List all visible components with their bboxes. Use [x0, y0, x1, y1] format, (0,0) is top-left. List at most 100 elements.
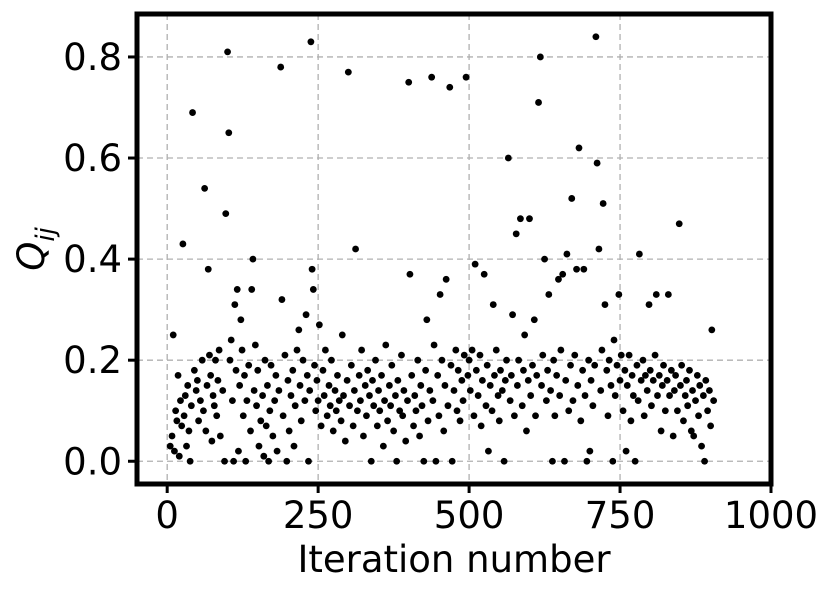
- data-point: [179, 240, 187, 248]
- data-point: [667, 366, 675, 374]
- data-point: [551, 412, 559, 420]
- data-point: [601, 301, 609, 308]
- data-point: [634, 397, 642, 405]
- data-point: [658, 382, 666, 389]
- data-point: [646, 366, 654, 374]
- data-point: [435, 412, 443, 420]
- data-point: [680, 417, 687, 425]
- data-point: [535, 99, 542, 106]
- data-point: [245, 361, 253, 369]
- data-point: [172, 407, 180, 415]
- data-point: [677, 382, 684, 389]
- data-point: [378, 371, 385, 379]
- data-point: [326, 402, 334, 410]
- data-point: [432, 457, 440, 465]
- data-point: [202, 427, 210, 435]
- data-point: [561, 457, 568, 465]
- data-point: [476, 351, 484, 359]
- data-point: [625, 351, 633, 359]
- data-point: [369, 376, 376, 384]
- data-point: [655, 371, 663, 379]
- data-point: [414, 356, 422, 364]
- data-point: [610, 336, 618, 344]
- data-point: [314, 397, 322, 405]
- data-point: [208, 437, 216, 445]
- data-point: [696, 382, 704, 389]
- data-point: [704, 407, 711, 415]
- data-point: [486, 382, 494, 389]
- data-point: [506, 397, 514, 405]
- data-point: [266, 407, 274, 415]
- data-point: [575, 144, 583, 152]
- data-point: [589, 402, 597, 410]
- data-point: [527, 392, 535, 399]
- data-point: [255, 442, 263, 450]
- data-point: [185, 427, 193, 435]
- data-point: [281, 351, 289, 359]
- data-point: [569, 397, 577, 405]
- data-point: [529, 361, 536, 369]
- data-point: [684, 402, 692, 410]
- data-point: [541, 255, 548, 263]
- data-point: [405, 78, 413, 86]
- data-point: [631, 457, 639, 465]
- x-tick-label: 250: [283, 494, 354, 537]
- data-point: [332, 407, 340, 415]
- data-point: [426, 387, 434, 394]
- data-point: [398, 351, 405, 359]
- data-point: [621, 366, 629, 374]
- data-point: [406, 270, 414, 278]
- data-point: [271, 397, 279, 405]
- data-point: [629, 392, 637, 399]
- data-point: [707, 422, 715, 430]
- data-point: [530, 316, 538, 324]
- data-point: [420, 457, 428, 465]
- data-point: [622, 447, 630, 455]
- data-point: [504, 154, 512, 162]
- data-point: [319, 366, 327, 374]
- data-point: [253, 402, 260, 410]
- data-point: [471, 260, 479, 268]
- data-point: [396, 407, 404, 415]
- data-point: [175, 452, 183, 460]
- data-point: [237, 316, 245, 324]
- data-point: [267, 361, 275, 369]
- data-point: [604, 412, 612, 420]
- data-point: [241, 371, 248, 379]
- data-point: [607, 382, 615, 389]
- data-point: [262, 422, 270, 430]
- data-point: [627, 417, 635, 425]
- data-point: [376, 407, 384, 415]
- data-point: [533, 371, 541, 379]
- data-point: [675, 220, 683, 228]
- data-point: [702, 376, 710, 384]
- data-point: [379, 442, 387, 450]
- data-point: [350, 387, 358, 394]
- data-point: [338, 331, 346, 339]
- data-point: [166, 442, 174, 450]
- data-point: [201, 184, 209, 192]
- data-point: [597, 387, 605, 394]
- data-point: [328, 356, 335, 364]
- data-point: [477, 422, 485, 430]
- data-point: [693, 371, 701, 379]
- data-point: [539, 351, 547, 359]
- data-point: [277, 63, 285, 71]
- data-point: [364, 366, 372, 374]
- data-point: [661, 407, 669, 415]
- data-point: [187, 402, 195, 410]
- data-point: [422, 366, 430, 374]
- data-point: [446, 83, 454, 91]
- data-point: [500, 457, 508, 465]
- data-point: [649, 376, 657, 384]
- data-point: [660, 361, 667, 369]
- data-point: [349, 422, 357, 430]
- data-point: [536, 53, 544, 61]
- data-point: [416, 432, 423, 440]
- data-point: [458, 376, 466, 384]
- data-point: [669, 432, 677, 440]
- data-point: [210, 402, 218, 410]
- data-point: [523, 427, 530, 435]
- data-point: [651, 351, 659, 359]
- data-point: [209, 392, 217, 399]
